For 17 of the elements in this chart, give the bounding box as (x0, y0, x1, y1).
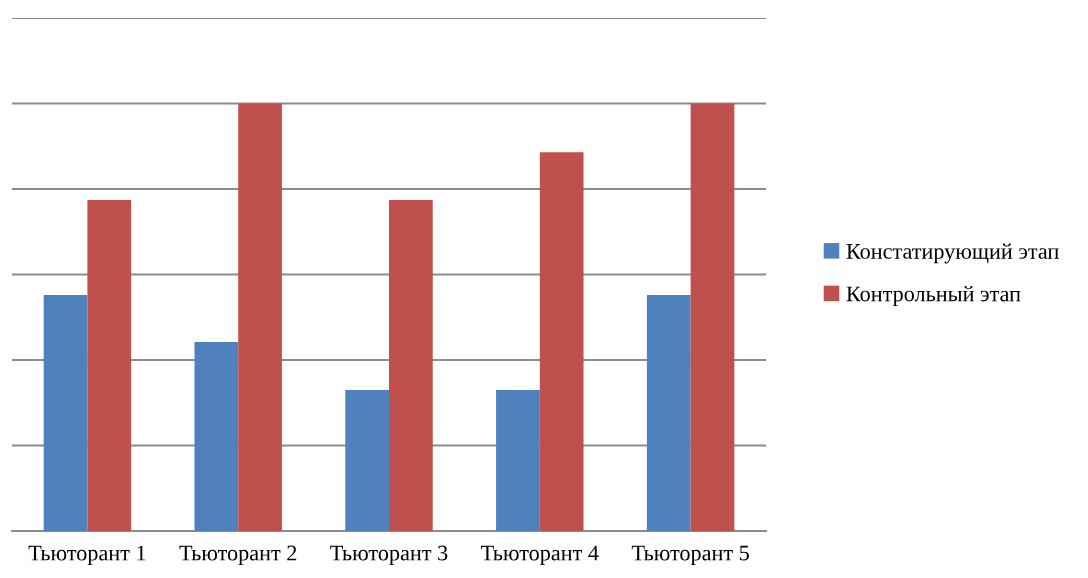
bar (87, 200, 132, 531)
bar (646, 295, 691, 531)
bar (345, 389, 389, 531)
legend-label: Констатирующий этап (846, 243, 1059, 264)
bar (496, 389, 540, 531)
legend-label: Контрольный этап (846, 285, 1021, 306)
x-tick-label: Тьюторант 3 (330, 545, 448, 566)
bar (238, 103, 282, 531)
bar (43, 295, 88, 531)
bar (539, 152, 584, 531)
bar (690, 103, 735, 531)
x-tick-label: Тьюторант 5 (631, 545, 749, 566)
bar (194, 342, 239, 531)
x-tick-label: Тьюторант 2 (179, 545, 297, 566)
x-tick-label: Тьюторант 1 (28, 545, 146, 566)
bar (389, 200, 433, 531)
x-tick-label: Тьюторант 4 (481, 545, 599, 566)
